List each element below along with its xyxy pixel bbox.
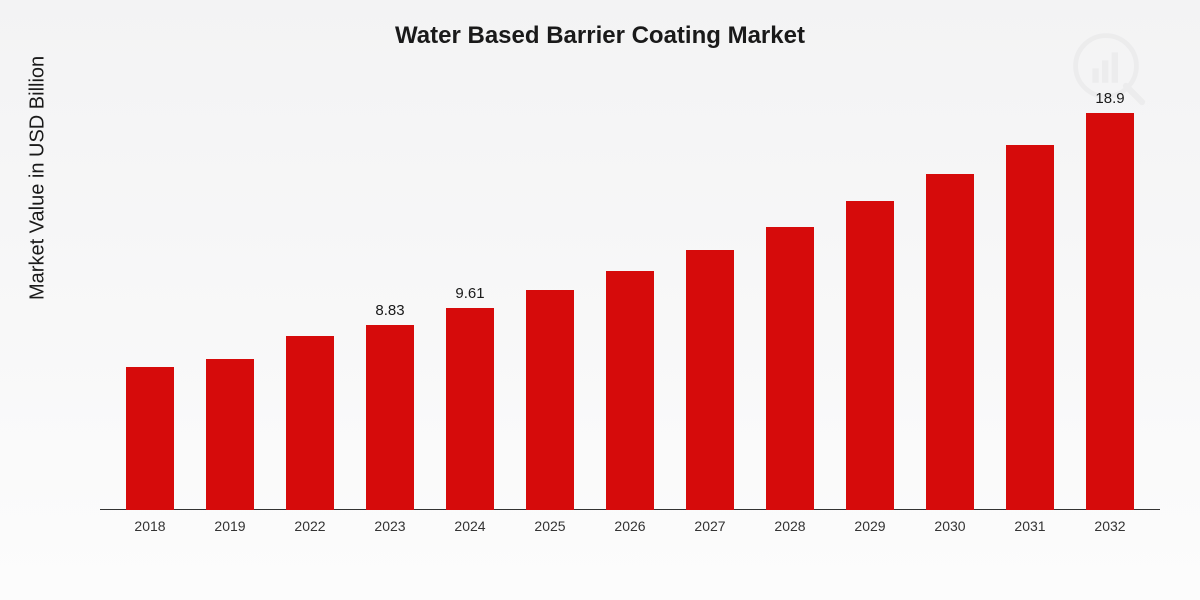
bar-slot [190,90,270,510]
x-tick-label: 2024 [430,510,510,540]
bar-slot [110,90,190,510]
bar-slot: 9.61 [430,90,510,510]
bar-value-label: 8.83 [375,302,404,319]
bar-slot [270,90,350,510]
x-labels-container: 2018201920222023202420252026202720282029… [100,510,1160,540]
bar [606,271,654,510]
chart-title: Water Based Barrier Coating Market [0,22,1200,50]
x-tick-label: 2025 [510,510,590,540]
bar-slot [910,90,990,510]
x-tick-label: 2019 [190,510,270,540]
bar-slot: 8.83 [350,90,430,510]
bar-slot: 18.9 [1070,90,1150,510]
bar-slot [510,90,590,510]
x-tick-label: 2018 [110,510,190,540]
bar [766,227,814,511]
x-tick-label: 2022 [270,510,350,540]
bar [686,250,734,510]
bar [526,290,574,511]
bar-slot [590,90,670,510]
bar [126,367,174,510]
bar-slot [670,90,750,510]
x-tick-label: 2027 [670,510,750,540]
bar-slot [830,90,910,510]
bar: 8.83 [366,325,414,510]
x-tick-label: 2023 [350,510,430,540]
bar [286,336,334,510]
bar [926,174,974,510]
bar-slot [990,90,1070,510]
bar [846,201,894,510]
bar: 9.61 [446,308,494,510]
x-tick-label: 2026 [590,510,670,540]
y-axis-label: Market Value in USD Billion [27,56,50,300]
bar [1006,145,1054,510]
bar [206,359,254,510]
bars-container: 8.83 9.61 18.9 [100,90,1160,510]
bar-value-label: 9.61 [455,285,484,302]
x-tick-label: 2030 [910,510,990,540]
x-tick-label: 2031 [990,510,1070,540]
x-tick-label: 2028 [750,510,830,540]
bar-value-label: 18.9 [1095,90,1124,107]
x-tick-label: 2032 [1070,510,1150,540]
x-tick-label: 2029 [830,510,910,540]
bar-slot [750,90,830,510]
bar: 18.9 [1086,113,1134,510]
plot-area: 8.839.6118.9 201820192022202320242025202… [100,90,1160,540]
